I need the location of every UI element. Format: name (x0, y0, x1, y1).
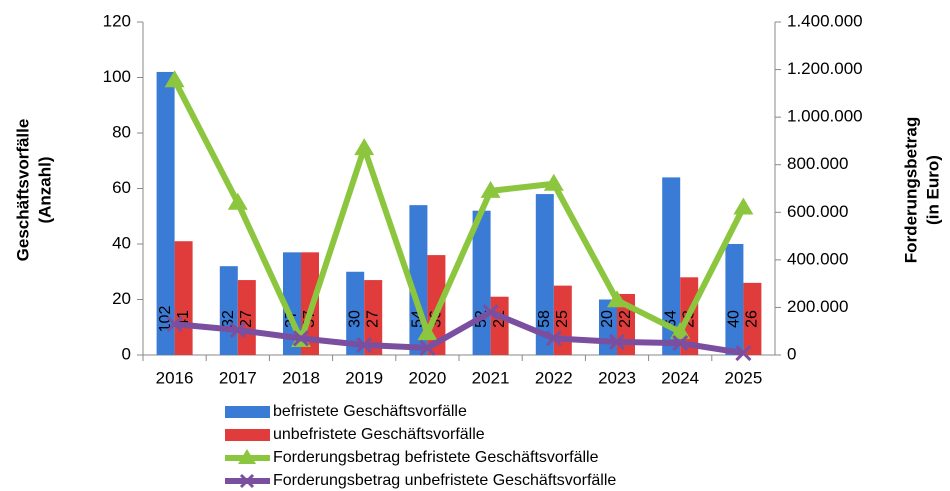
data-label: 40 (726, 310, 743, 328)
y-tick-label: 0 (122, 344, 131, 363)
legend-swatch (239, 473, 255, 489)
marker (419, 339, 436, 356)
marker (670, 321, 691, 339)
data-label: 25 (554, 310, 571, 328)
bar (743, 282, 762, 355)
data-label: 20 (599, 310, 616, 328)
y-tick-label: 120 (103, 11, 131, 30)
y-tick-label: 100 (103, 67, 131, 86)
marker (480, 180, 501, 198)
y-tick-label: 40 (112, 233, 131, 252)
data-label: 30 (346, 310, 363, 328)
x-tick-label: 2024 (661, 368, 699, 387)
x-tick-label: 2017 (219, 368, 257, 387)
data-label: 102 (157, 306, 174, 333)
marker (164, 70, 185, 88)
y-tick-label: 80 (112, 122, 131, 141)
marker (672, 335, 689, 352)
y2-axis-title: Forderungsbetrag (901, 117, 920, 263)
y-tick-label: 20 (112, 289, 131, 308)
marker (356, 336, 373, 354)
line (174, 309, 744, 357)
bar (364, 280, 383, 355)
data-label: 27 (238, 310, 255, 328)
y2-tick-label: 800.000 (787, 154, 848, 173)
marker (292, 330, 310, 347)
y-axis-title: (Anzahl) (35, 156, 54, 223)
marker (227, 192, 248, 210)
line (171, 78, 747, 344)
y2-tick-label: 1.400.000 (787, 11, 863, 30)
marker (543, 173, 564, 191)
legend-label: unbefristete Geschäftsvorfälle (273, 426, 485, 443)
marker (607, 290, 627, 308)
marker (229, 321, 246, 339)
bar (535, 194, 554, 355)
x-tick-label: 2016 (156, 368, 194, 387)
marker (482, 304, 499, 321)
x-tick-label: 2022 (535, 368, 573, 387)
bar (156, 71, 175, 355)
y2-axis-title: (in Euro) (923, 155, 942, 225)
legend-label: befristete Geschäftsvorfälle (273, 403, 467, 420)
marker (354, 138, 375, 156)
legend-label: Forderungsbetrag unbefristete Geschäftsv… (273, 472, 616, 489)
marker (608, 333, 626, 350)
bar (346, 271, 365, 355)
x-tick-label: 2021 (472, 368, 510, 387)
x-tick-label: 2018 (282, 368, 320, 387)
marker (733, 197, 754, 215)
legend-label: Forderungsbetrag befristete Geschäftsvor… (273, 449, 599, 466)
data-label: 26 (744, 310, 761, 328)
y-axis-title: Geschäftsvorfälle (13, 119, 32, 262)
data-label: 58 (536, 310, 553, 328)
y2-tick-label: 600.000 (787, 202, 848, 221)
x-tick-label: 2019 (345, 368, 383, 387)
x-tick-label: 2023 (598, 368, 636, 387)
y2-tick-label: 0 (787, 344, 796, 363)
bar (662, 177, 681, 355)
y-tick-label: 60 (112, 178, 131, 197)
marker (417, 323, 438, 341)
x-tick-label: 2025 (724, 368, 762, 387)
marker (545, 330, 562, 347)
data-label: 22 (617, 310, 634, 328)
data-label: 27 (364, 310, 381, 328)
legend-swatch (225, 429, 270, 441)
y2-tick-label: 1.200.000 (787, 59, 863, 78)
y2-tick-label: 400.000 (787, 249, 848, 268)
y2-tick-label: 200.000 (787, 297, 848, 316)
y2-tick-label: 1.000.000 (787, 107, 863, 126)
legend-swatch (238, 449, 256, 464)
bar (174, 241, 193, 355)
legend-swatch (225, 406, 270, 418)
marker (166, 316, 183, 333)
x-tick-label: 2020 (408, 368, 446, 387)
marker (735, 345, 752, 362)
bar (725, 244, 744, 355)
